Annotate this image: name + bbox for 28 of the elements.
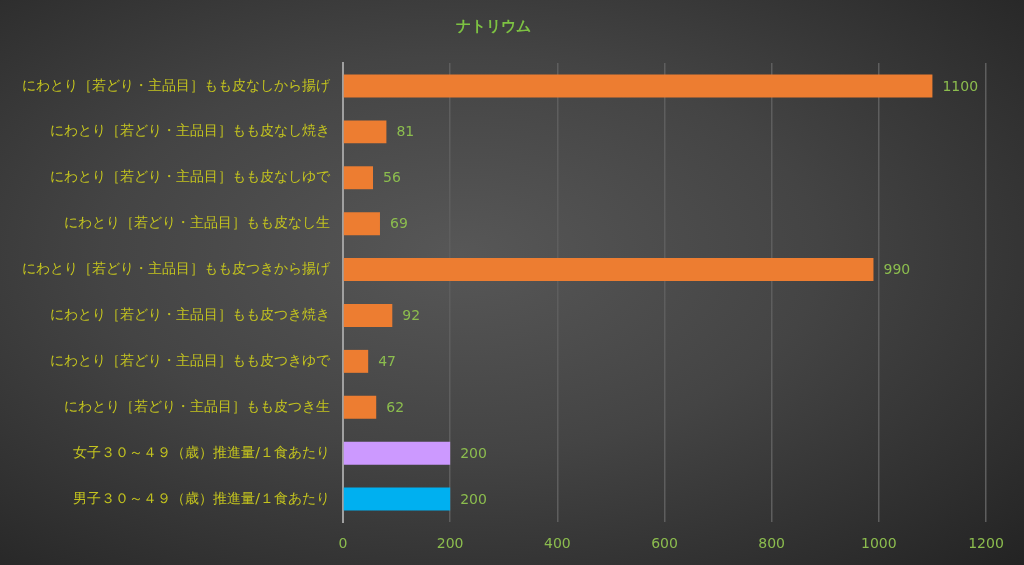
x-tick-label: 600 [651, 535, 678, 552]
x-tick-label: 200 [436, 535, 464, 552]
y-tick-label: にわとり［若どり・主品目］もも皮つき焼き [50, 306, 330, 323]
x-tick-label: 1000 [861, 535, 897, 552]
y-tick-label: にわとり［若どり・主品目］もも皮つきから揚げ [22, 260, 331, 277]
y-tick-label: にわとり［若どり・主品目］もも皮なしから揚げ [22, 76, 331, 93]
data-label: 990 [883, 261, 911, 278]
data-label: 92 [402, 307, 421, 324]
y-tick-label: にわとり［若どり・主品目］もも皮なしゆで [50, 168, 331, 185]
y-tick-label: 女子３０～４９（歳）推進量/１食あたり [73, 443, 330, 460]
data-label: 81 [396, 123, 415, 140]
chart-title: ナトリウム [455, 16, 531, 35]
data-label: 69 [389, 215, 408, 232]
y-tick-label: にわとり［若どり・主品目］もも皮なし生 [64, 214, 330, 231]
data-label: 62 [386, 398, 405, 415]
x-tick-label: 1200 [968, 535, 1004, 552]
data-label: 1100 [942, 77, 979, 94]
y-tick-label: にわとり［若どり・主品目］もも皮なし焼き [50, 122, 330, 139]
x-tick-label: 400 [543, 535, 571, 552]
y-tick-label: にわとり［若どり・主品目］もも皮つき生 [64, 397, 330, 414]
data-label: 200 [460, 444, 487, 461]
y-tick-label: にわとり［若どり・主品目］もも皮つきゆで [50, 351, 331, 368]
y-tick-label: 男子３０～４９（歳）推進量/１食あたり [73, 489, 330, 506]
data-label: 56 [383, 169, 401, 186]
x-tick-label: 800 [758, 535, 786, 552]
data-label: 47 [378, 352, 397, 369]
x-tick-label: 0 [338, 535, 348, 552]
data-label: 200 [460, 490, 487, 507]
